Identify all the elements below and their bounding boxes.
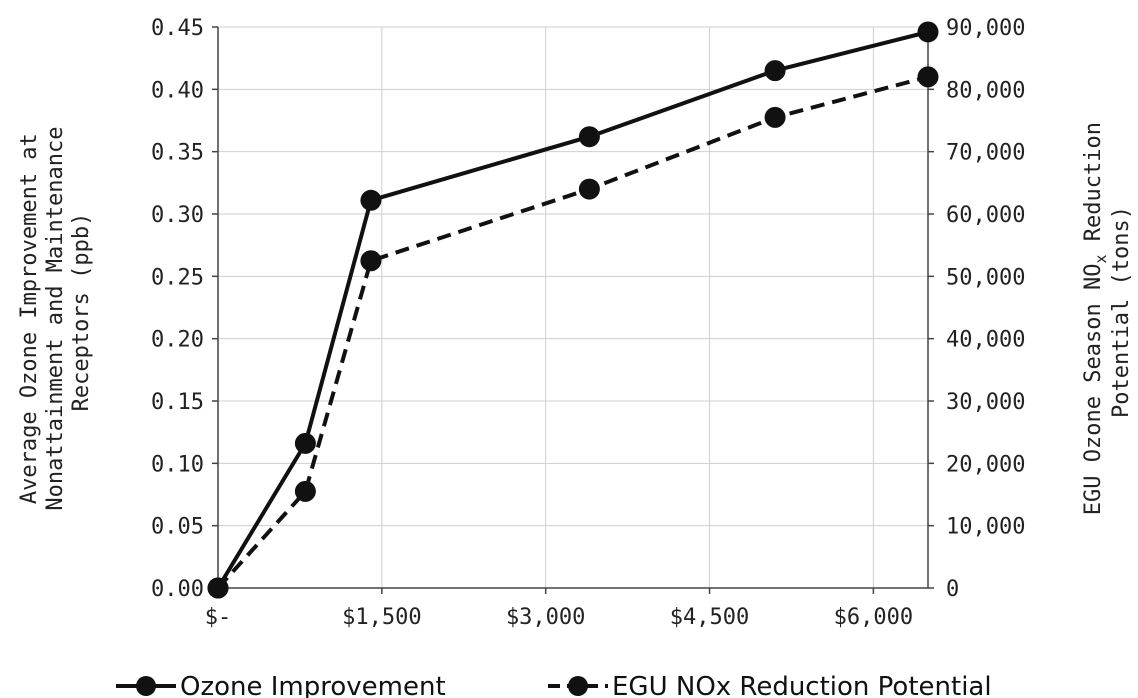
data-point-ozone-improvement [294,432,316,454]
left-tick-label: 0.35 [151,141,204,166]
data-point-egu-nox [294,480,316,502]
left-tick-label: 0.05 [151,515,204,540]
left-tick-label: 0.45 [151,16,204,41]
series-line-egu-nox [216,74,929,590]
grid [218,26,928,588]
x-tick-label: $4,500 [670,605,749,630]
data-point-egu-nox [917,66,939,88]
data-point-egu-nox [207,577,229,599]
right-axis-title-line2: Potential (tons) [1109,206,1134,418]
data-point-egu-nox [764,106,786,128]
data-point-ozone-improvement [917,21,939,43]
right-axis-title-line1-start: EGU Ozone Season NO [1081,264,1106,516]
right-axis-title-line1-end: Reduction [1081,122,1106,254]
right-axis-title-subscript: x [1092,255,1110,264]
legend-label-ozone: Ozone Improvement [180,672,446,698]
legend: Ozone Improvement EGU NOx Reduction Pote… [116,672,992,698]
left-axis-title: Average Ozone Improvement at Nonattainme… [17,113,94,510]
left-tick-label: 0.40 [151,78,204,103]
right-tick-label: 10,000 [946,515,1025,540]
legend-item-egu-nox: EGU NOx Reduction Potential [548,672,992,698]
right-tick-label: 0 [946,577,959,602]
x-tick-label: $1,500 [342,605,421,630]
right-axis-ticks: 0 10,000 20,000 30,000 40,000 50,000 60,000 70,… [928,16,1025,602]
data-point-egu-nox [578,178,600,200]
left-axis-ticks: 0.00 0.05 0.10 0.15 0.20 0.25 0.30 0.35 0.40 0.45 [151,16,218,602]
right-tick-label: 80,000 [946,78,1025,103]
data-point-ozone-improvement [764,60,786,82]
legend-marker-ozone [136,676,156,696]
left-axis-title-line2: Nonattainment and Maintenance [43,127,68,511]
legend-marker-egu-nox [568,676,588,696]
x-tick-label: $- [205,605,232,630]
right-tick-label: 50,000 [946,265,1025,290]
right-tick-label: 70,000 [946,141,1025,166]
axes [217,27,929,589]
right-tick-label: 20,000 [946,452,1025,477]
right-tick-label: 30,000 [946,390,1025,415]
right-tick-label: 90,000 [946,16,1025,41]
right-tick-label: 60,000 [946,203,1025,228]
x-axis-ticks: $- $1,500 $3,000 $4,500 $6,000 [205,588,913,630]
series-group [207,21,939,599]
data-point-ozone-improvement [360,189,382,211]
left-axis-title-line1: Average Ozone Improvement at [17,133,42,504]
series-line-ozone-improvement [216,30,929,590]
right-tick-label: 40,000 [946,328,1025,353]
left-tick-label: 0.30 [151,203,204,228]
x-tick-label: $3,000 [506,605,585,630]
left-tick-label: 0.00 [151,577,204,602]
right-axis-title: EGU Ozone Season NOx Reduction Potential… [1081,109,1134,515]
legend-label-egu-nox: EGU NOx Reduction Potential [612,672,992,698]
legend-item-ozone-improvement: Ozone Improvement [116,672,446,698]
data-point-egu-nox [360,250,382,272]
x-tick-label: $6,000 [834,605,913,630]
left-tick-label: 0.10 [151,452,204,477]
left-tick-label: 0.15 [151,390,204,415]
left-axis-title-line3: Receptors (ppb) [69,213,94,412]
data-point-ozone-improvement [578,126,600,148]
left-tick-label: 0.25 [151,265,204,290]
left-tick-label: 0.20 [151,328,204,353]
